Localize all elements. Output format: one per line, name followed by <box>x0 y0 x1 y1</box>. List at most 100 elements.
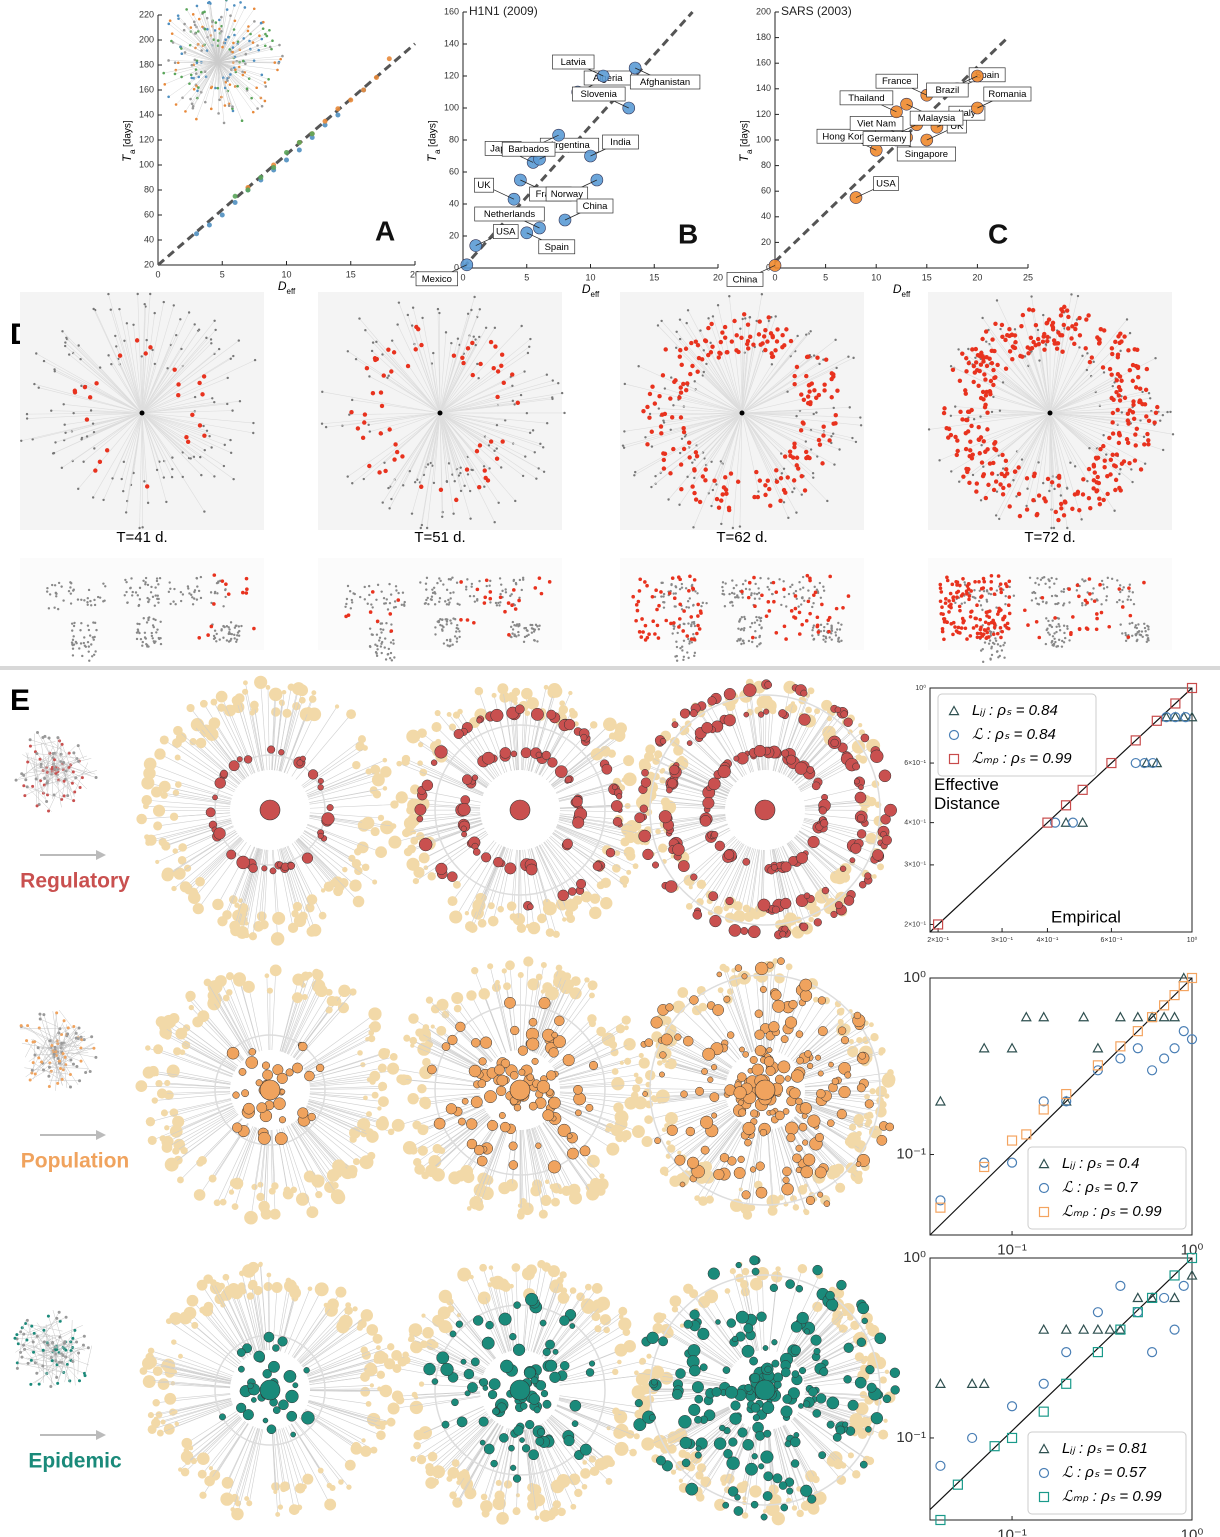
snapshot-edge <box>717 305 743 414</box>
infected-node <box>689 340 694 346</box>
map-dot <box>224 588 227 592</box>
snapshot-node <box>1119 468 1122 471</box>
map-infected <box>957 604 962 609</box>
map-dot <box>1128 622 1131 625</box>
map-dot <box>498 604 501 607</box>
snapshot-node <box>795 414 798 418</box>
inset-edge <box>181 48 219 63</box>
label-box <box>545 186 589 202</box>
inset-edge <box>196 61 219 74</box>
snapshot-node <box>1147 392 1151 395</box>
point <box>1061 1378 1072 1389</box>
inset-edge <box>210 61 219 88</box>
snapshot-edge <box>439 412 497 449</box>
infected-node <box>645 404 650 410</box>
map-infected <box>212 602 216 606</box>
map-dot <box>143 631 147 635</box>
map-dot <box>89 599 92 603</box>
network-edge <box>30 739 61 750</box>
inset-node <box>192 77 196 80</box>
map-dot <box>1122 586 1125 589</box>
map-dot <box>1052 644 1055 647</box>
infected-node <box>134 338 140 343</box>
infected-node <box>792 445 797 450</box>
map-dot <box>384 602 388 605</box>
infected-node <box>1127 368 1133 373</box>
infected-node <box>1027 307 1032 312</box>
map-dot <box>999 644 1002 648</box>
map-dot <box>142 579 145 582</box>
map-infected <box>388 612 393 616</box>
point <box>1104 1323 1116 1334</box>
map-dot <box>1121 600 1125 603</box>
infected-node <box>835 388 840 393</box>
snapshot-node <box>980 444 983 447</box>
snapshot-node <box>381 501 384 504</box>
infected-node <box>723 475 728 480</box>
map-infected <box>980 634 985 638</box>
infected-node <box>1066 314 1071 320</box>
map-dot <box>538 624 541 627</box>
inset-edge <box>217 49 230 63</box>
y-tick-label: 20 <box>761 237 771 247</box>
network-node <box>35 804 39 808</box>
map-dot <box>517 634 520 637</box>
map-infected <box>459 617 463 622</box>
infected-node <box>1003 337 1008 343</box>
reached-node <box>434 745 448 759</box>
inset-edge <box>204 29 219 63</box>
infected-node <box>990 337 995 342</box>
map-dot <box>753 592 756 595</box>
infected-node <box>732 318 737 324</box>
x-tick-label: 25 <box>1023 272 1033 282</box>
map-infected <box>1075 583 1080 588</box>
map-dot <box>812 637 816 641</box>
point <box>1132 1043 1143 1054</box>
snapshot-edge <box>741 412 783 474</box>
point <box>1038 1096 1049 1107</box>
point <box>1115 1041 1126 1052</box>
y-tick-label: 160 <box>756 58 771 68</box>
inset-node <box>270 47 273 51</box>
map-dot <box>445 588 449 592</box>
inset-node <box>220 15 223 19</box>
map-dot <box>721 589 725 593</box>
map-dot <box>451 576 454 579</box>
snapshot-node <box>521 474 525 478</box>
map-infected <box>637 589 642 593</box>
snapshot-node <box>699 329 702 332</box>
point <box>335 106 341 112</box>
snapshot-edge <box>711 412 743 462</box>
map-dot <box>151 595 155 599</box>
map-dot <box>1139 633 1143 637</box>
snapshot-node <box>170 475 174 479</box>
infected-node <box>143 351 148 356</box>
inset-node <box>191 106 195 110</box>
map-dot <box>235 638 239 641</box>
inset-node <box>217 112 220 115</box>
map-bg <box>20 558 264 650</box>
map-dot <box>518 623 521 626</box>
inset-node <box>221 45 224 49</box>
map-infected <box>827 615 832 620</box>
infected-node <box>349 409 354 415</box>
tree-leaf <box>352 760 361 770</box>
snapshot-edge <box>439 412 456 482</box>
snapshot-node <box>535 477 538 480</box>
inset-node <box>260 73 264 77</box>
infected-node <box>84 417 90 422</box>
inset-node <box>189 26 193 29</box>
infected-node <box>482 468 487 473</box>
map-dot <box>146 644 149 647</box>
map-dot <box>368 593 371 597</box>
snapshot-node <box>804 440 808 443</box>
infected-node <box>816 392 822 398</box>
inset-node <box>206 27 209 31</box>
snapshot-edge <box>141 412 158 470</box>
map-dot <box>135 637 139 641</box>
map-dot <box>1047 619 1050 623</box>
infected-node <box>1066 326 1071 331</box>
map-dot <box>154 586 157 589</box>
map-dot <box>225 625 229 628</box>
